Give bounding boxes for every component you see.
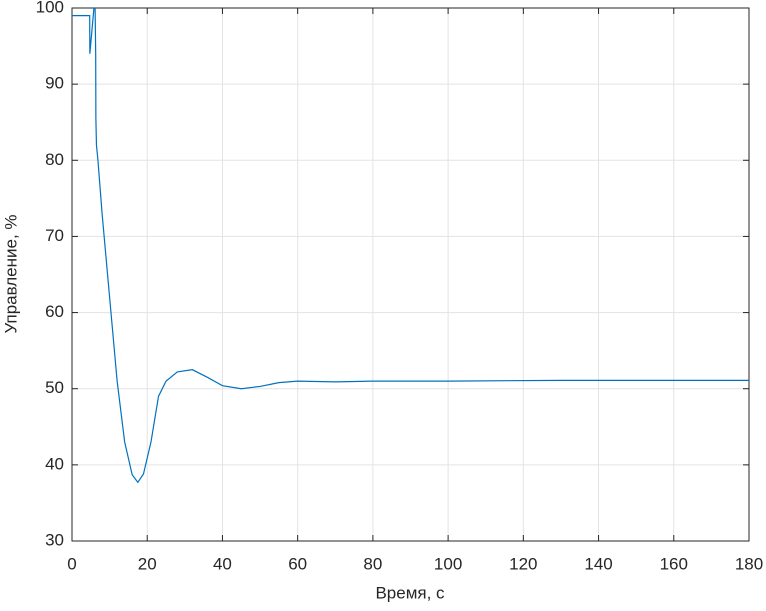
plot-frame (71, 7, 750, 542)
x-tick-label: 20 (138, 554, 157, 573)
y-axis-label: Управление, % (1, 214, 20, 333)
x-tick-label: 60 (288, 554, 307, 573)
y-tick-label: 90 (45, 74, 64, 93)
x-tick-label: 120 (509, 554, 537, 573)
y-tick-label: 40 (45, 454, 64, 473)
x-axis-label: Время, с (375, 583, 445, 602)
x-tick-label: 80 (363, 554, 382, 573)
line-series (72, 8, 749, 484)
y-tick-label: 80 (45, 150, 64, 169)
y-tick-label: 30 (45, 530, 64, 549)
x-tick-label: 140 (584, 554, 612, 573)
y-tick-label: 70 (45, 226, 64, 245)
x-tick-label: 0 (67, 554, 76, 573)
x-tick-label: 100 (434, 554, 462, 573)
y-tick-label: 60 (45, 302, 64, 321)
x-tick-label: 160 (660, 554, 688, 573)
y-tick-label: 100 (36, 0, 64, 16)
x-tick-label: 180 (735, 554, 763, 573)
y-tick-label: 50 (45, 378, 64, 397)
x-tick-label: 40 (213, 554, 232, 573)
